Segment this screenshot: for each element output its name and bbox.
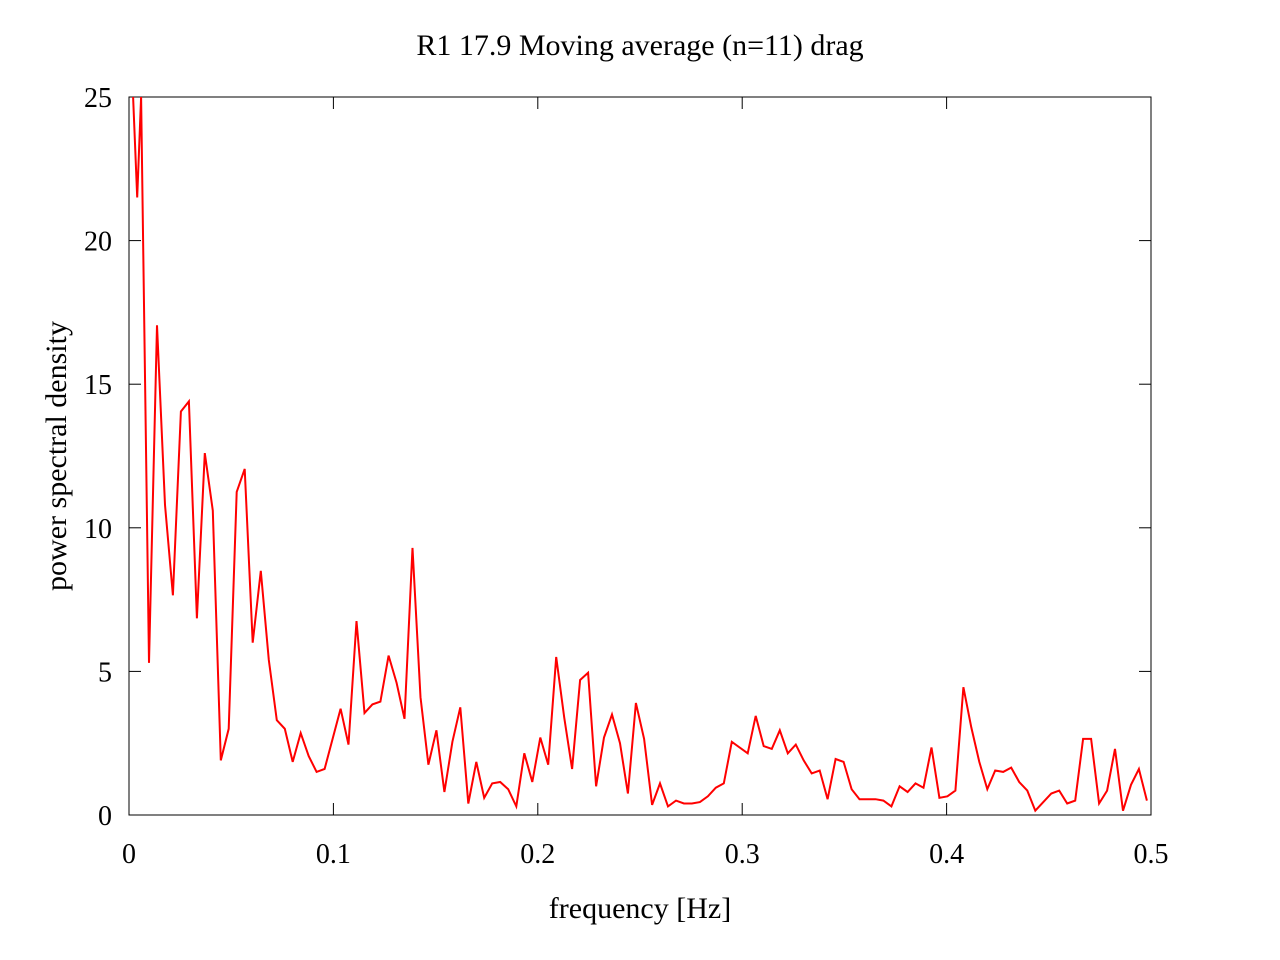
y-tick-label: 20 — [84, 227, 112, 258]
x-tick-label: 0 — [122, 839, 136, 870]
x-tick-label: 0.5 — [1134, 839, 1169, 870]
x-tick-label: 0.4 — [929, 839, 964, 870]
x-axis-label: frequency [Hz] — [549, 892, 731, 925]
plot-frame — [128, 96, 1152, 816]
y-axis-label: power spectral density — [40, 321, 73, 591]
chart-title: R1 17.9 Moving average (n=11) drag — [416, 29, 863, 62]
x-tick-label: 0.2 — [520, 839, 555, 870]
x-tick-label: 0.1 — [316, 839, 351, 870]
y-tick-label: 15 — [84, 370, 112, 401]
y-tick-label: 25 — [84, 83, 112, 114]
y-tick-label: 5 — [98, 657, 112, 688]
x-tick-label: 0.3 — [725, 839, 760, 870]
series-layer — [132, 96, 1148, 813]
y-tick-label: 10 — [84, 514, 112, 545]
y-tick-label: 0 — [98, 801, 112, 832]
y-axis: 0 5 10 15 20 25 — [84, 83, 1151, 832]
series-line — [132, 96, 1148, 813]
